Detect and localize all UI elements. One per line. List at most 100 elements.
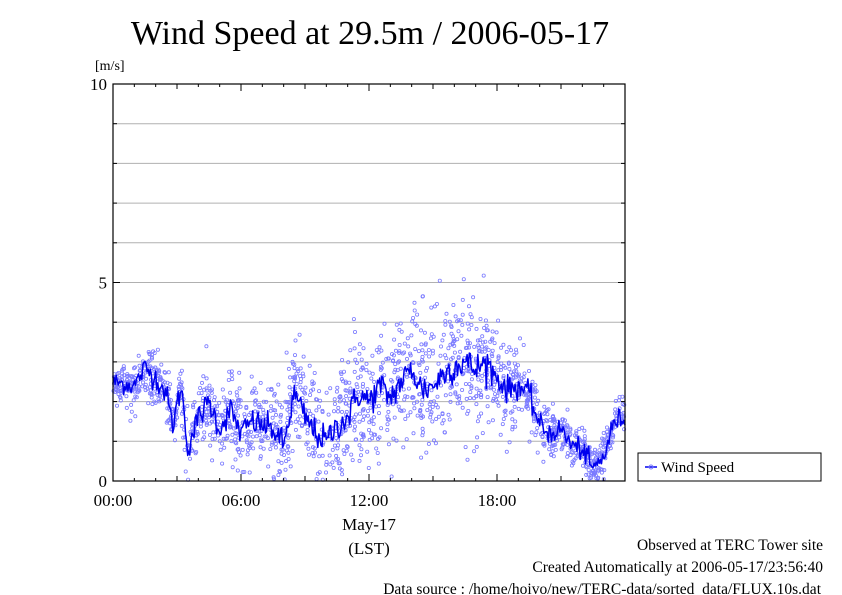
data-point (302, 390, 307, 395)
data-point (471, 295, 476, 300)
data-point (420, 348, 425, 353)
chart-title: Wind Speed at 29.5m / 2006-05-17 (131, 15, 609, 52)
data-point (128, 374, 133, 379)
data-point (480, 431, 485, 436)
data-point (541, 459, 546, 464)
data-point (417, 391, 422, 396)
data-point (483, 339, 488, 344)
data-point (460, 312, 465, 317)
data-point (316, 419, 321, 424)
data-point (252, 399, 257, 404)
data-point (377, 435, 382, 440)
legend-point-swatch (648, 464, 654, 470)
data-point (350, 458, 355, 463)
data-point (568, 431, 573, 436)
data-point (262, 434, 267, 439)
data-point (480, 344, 485, 349)
data-point (412, 406, 417, 411)
data-point (393, 367, 398, 372)
data-point (553, 447, 558, 452)
data-point (474, 444, 479, 449)
data-point (536, 398, 541, 403)
data-point (361, 407, 366, 412)
data-point (478, 388, 483, 393)
data-point (149, 395, 154, 400)
data-point (332, 443, 337, 448)
data-point (159, 377, 164, 382)
data-point (451, 302, 456, 307)
data-point (369, 417, 374, 422)
data-point (129, 402, 134, 407)
data-point (124, 405, 129, 410)
data-point (209, 419, 214, 424)
data-point (495, 393, 500, 398)
data-point (583, 464, 588, 469)
data-point (181, 435, 186, 440)
data-point (620, 414, 625, 419)
data-point (403, 394, 408, 399)
data-point (327, 453, 332, 458)
data-point (131, 366, 136, 371)
data-point (293, 427, 298, 432)
data-point (388, 377, 393, 382)
data-point (436, 414, 441, 419)
data-point (361, 433, 366, 438)
data-point (475, 419, 480, 424)
data-point (295, 417, 300, 422)
data-point (503, 365, 508, 370)
data-point (489, 337, 494, 342)
data-point (547, 441, 552, 446)
data-point (320, 453, 325, 458)
data-point (504, 349, 509, 354)
data-point (501, 374, 506, 379)
data-point (545, 419, 550, 424)
data-point (242, 412, 247, 417)
data-point (349, 452, 354, 457)
data-point (611, 433, 616, 438)
data-point (238, 453, 243, 458)
data-point (116, 370, 121, 375)
data-point (244, 440, 249, 445)
data-point (229, 369, 234, 374)
data-point (306, 446, 311, 451)
data-point (405, 394, 410, 399)
data-point (159, 362, 164, 367)
x-tick-label: 18:00 (478, 491, 517, 510)
data-point (225, 433, 230, 438)
data-point (429, 305, 434, 310)
data-point (483, 346, 488, 351)
data-point (285, 415, 290, 420)
data-point (397, 342, 402, 347)
data-point (513, 419, 518, 424)
data-point (453, 314, 458, 319)
data-point (142, 384, 147, 389)
data-point (586, 467, 591, 472)
x-tick-label: 00:00 (94, 491, 133, 510)
data-point (311, 454, 316, 459)
data-point (418, 328, 423, 333)
data-point (331, 465, 336, 470)
data-point (315, 471, 320, 476)
data-point (526, 406, 531, 411)
data-point (429, 332, 434, 337)
data-point (378, 367, 383, 372)
data-point (284, 350, 289, 355)
data-point (223, 399, 228, 404)
data-point (611, 435, 616, 440)
data-point (230, 377, 235, 382)
data-point (610, 432, 615, 437)
data-point (288, 375, 293, 380)
data-point (187, 456, 192, 461)
data-point (357, 411, 362, 416)
data-point (490, 329, 495, 334)
data-point (431, 334, 436, 339)
data-point (398, 321, 403, 326)
data-point (426, 441, 431, 446)
data-point (496, 403, 501, 408)
data-point (233, 440, 238, 445)
data-point (178, 371, 183, 376)
data-point (420, 354, 425, 359)
data-point (359, 437, 364, 442)
data-point (347, 380, 352, 385)
data-point (220, 413, 225, 418)
